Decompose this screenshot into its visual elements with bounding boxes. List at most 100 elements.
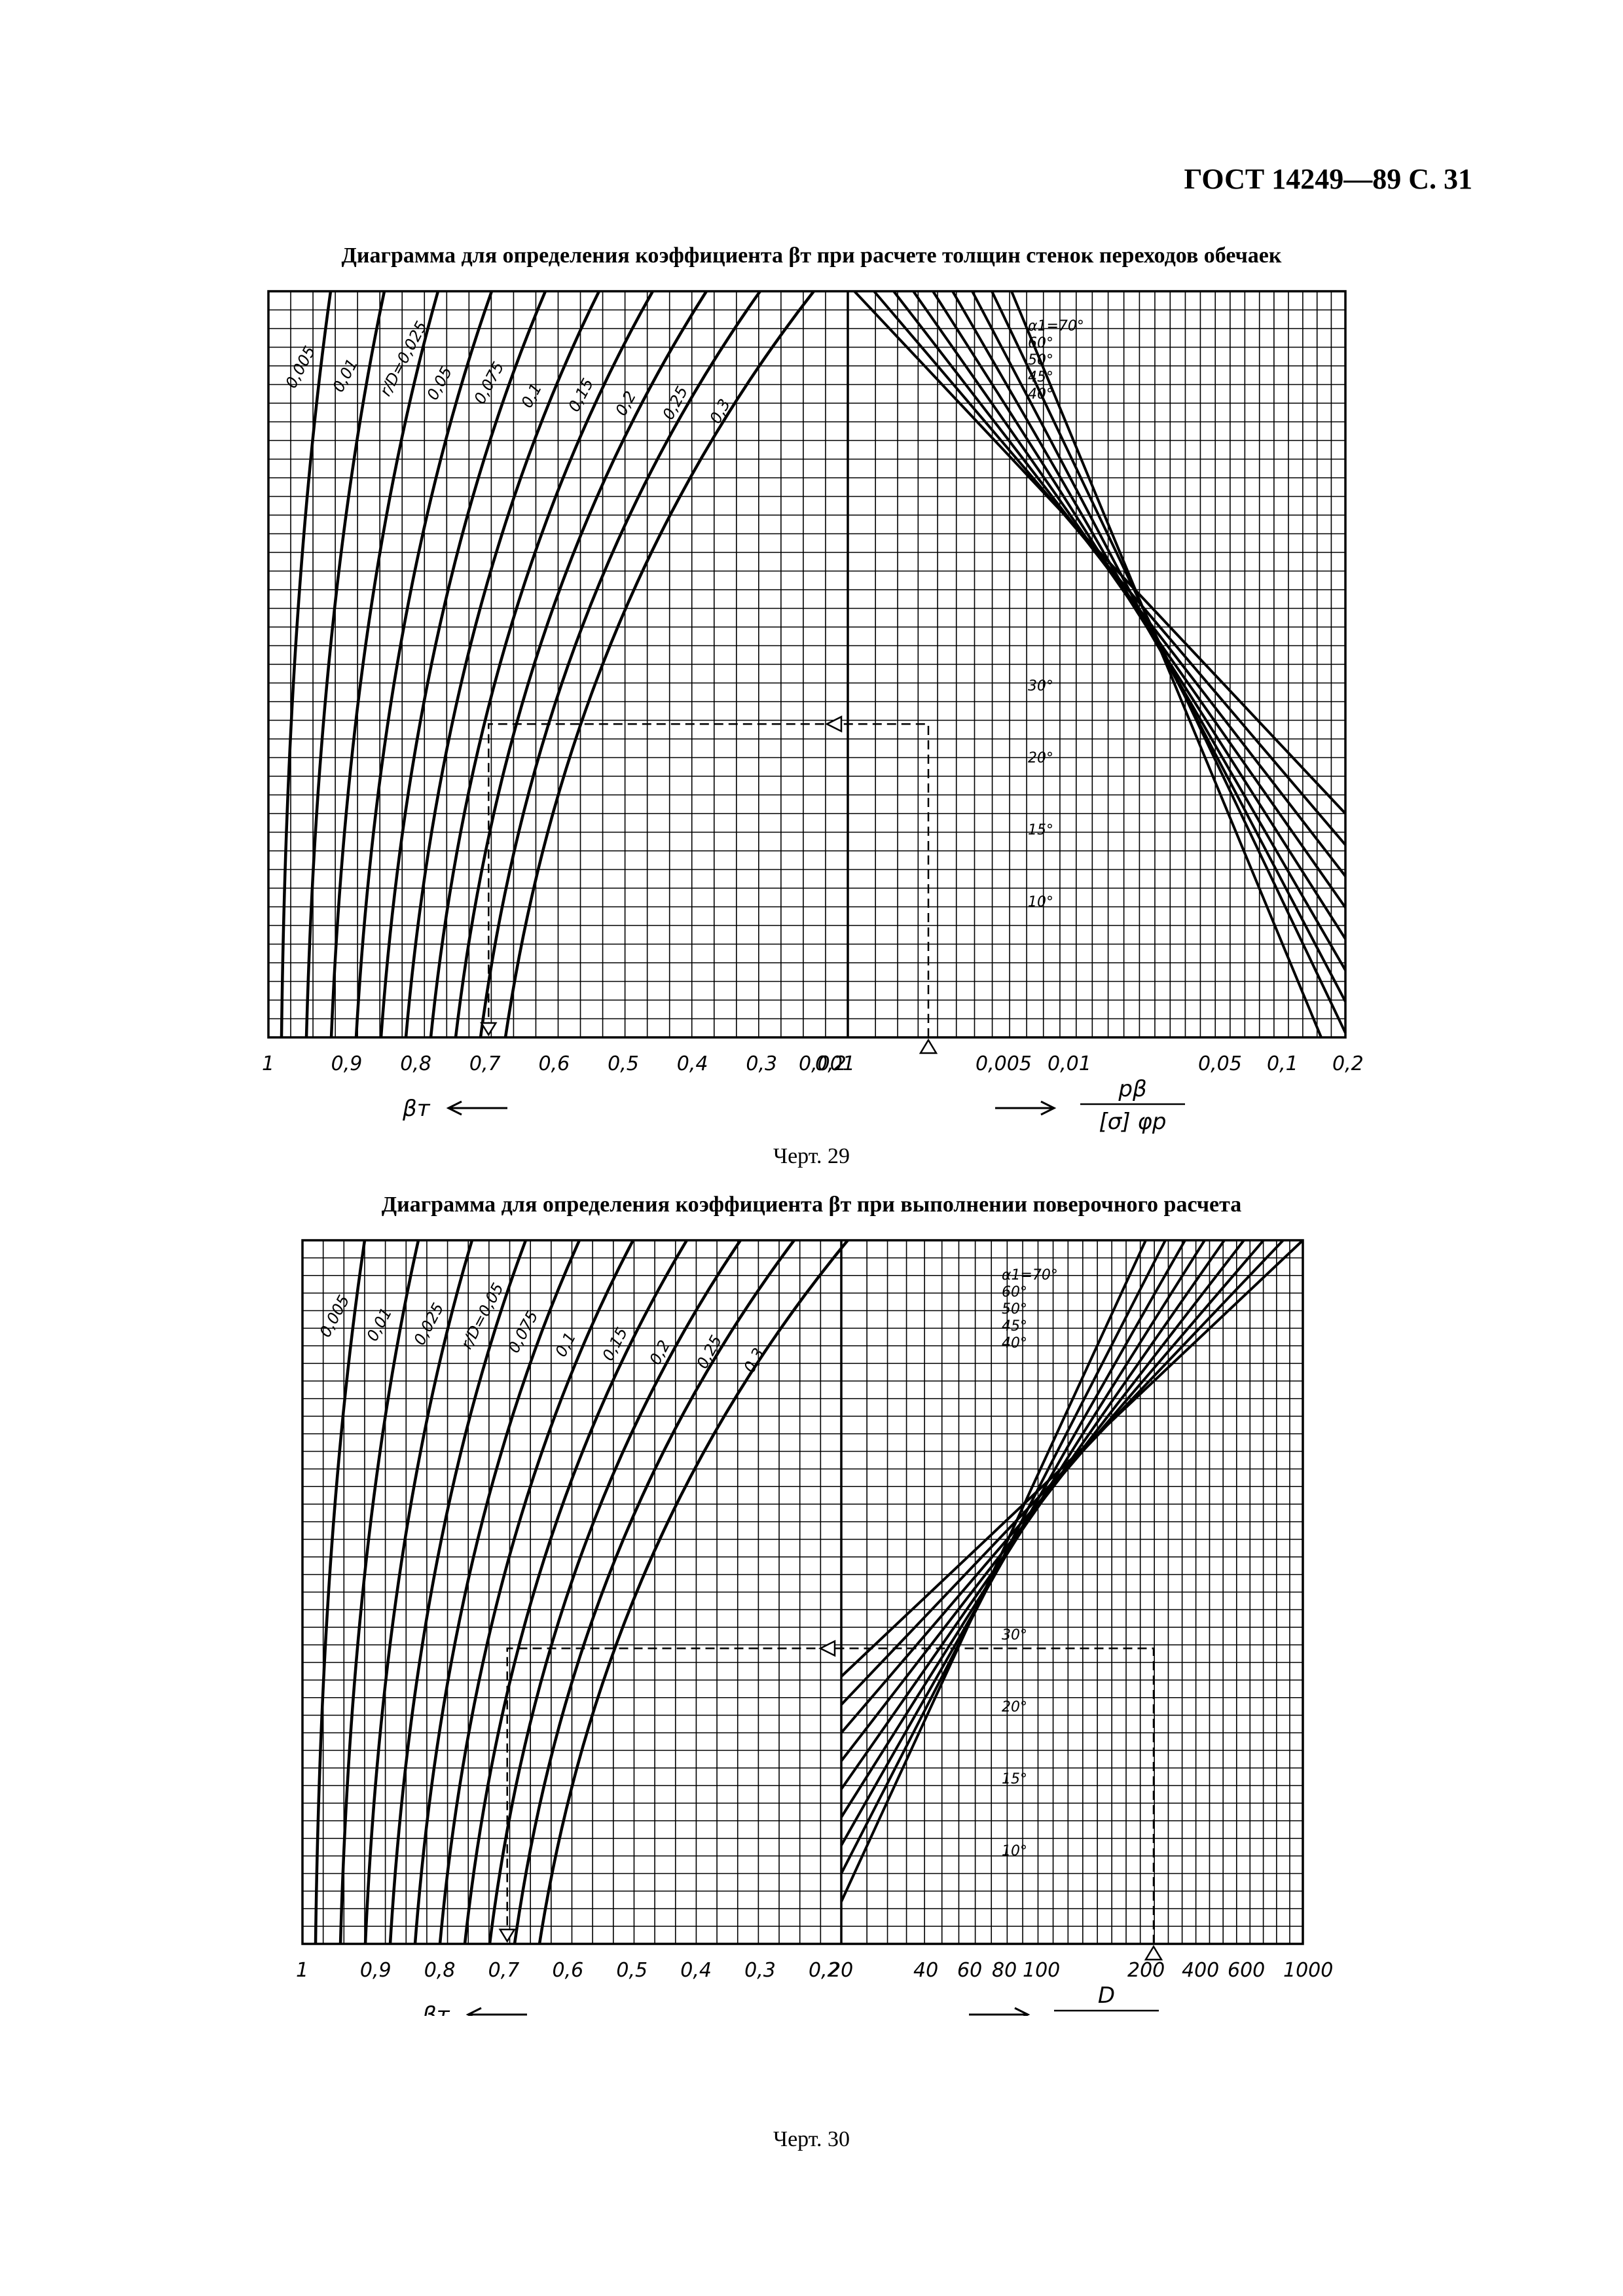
plot-frame [301, 1239, 1304, 1945]
left-tick-2: 0,8 [400, 1052, 431, 1075]
left-tick-4: 0,6 [539, 1052, 570, 1075]
page-header: ГОСТ 14249—89 С. 31 [1184, 163, 1472, 195]
angle-label-6: 20° [1002, 1699, 1027, 1715]
left-tick-0: 1 [296, 1959, 308, 1982]
left-tick-0: 1 [262, 1052, 274, 1075]
angle-line-6 [840, 1240, 1186, 1846]
angle-label-0: α1=70° [1028, 318, 1084, 334]
curve-label-3: 0,05 [424, 363, 456, 403]
left-tick-6: 0,4 [680, 1959, 712, 1982]
right-tick-3: 0,05 [1198, 1052, 1242, 1075]
left-tick-4: 0,6 [553, 1959, 584, 1982]
angle-label-5: 30° [1028, 678, 1053, 694]
left-tick-3: 0,7 [488, 1959, 520, 1982]
chart-1-caption: Черт. 29 [773, 1144, 850, 1168]
curve-rd-3 [388, 1240, 528, 1945]
chart-2-caption: Черт. 30 [773, 2127, 850, 2151]
chart-1-title: Диаграмма для определения коэффициента β… [341, 243, 1282, 268]
curve-rd-5 [404, 291, 601, 1038]
curve-rd-0 [314, 1240, 367, 1945]
right-axis-numerator: D [1098, 1982, 1115, 2009]
right-tick-2: 60 [957, 1959, 982, 1982]
left-tick-7: 0,3 [744, 1959, 776, 1982]
left-tick-1: 0,9 [360, 1959, 392, 1982]
right-tick-5: 200 [1127, 1959, 1165, 1982]
left-tick-8: 0,2 [815, 1052, 847, 1075]
left-axis-label: βт [402, 1096, 431, 1122]
left-tick-1: 0,9 [331, 1052, 363, 1075]
right-axis-arrow [995, 1100, 1057, 1116]
chart-2-title: Диаграмма для определения коэффициента β… [381, 1193, 1242, 1217]
arrow-up-marker [919, 1038, 938, 1054]
curve-label-2: 0,025 [410, 1300, 448, 1348]
angle-label-3: 45° [1002, 1318, 1027, 1335]
arrow-down-marker [480, 1022, 498, 1037]
curve-label-6: 0,15 [599, 1324, 632, 1363]
example-path [506, 1647, 1155, 1944]
curve-rd-4 [379, 291, 547, 1038]
curve-rd-9 [503, 290, 815, 1038]
curve-rd-8 [479, 290, 761, 1038]
angle-line-5 [840, 1239, 1206, 1818]
curve-rd-1 [338, 1240, 420, 1945]
right-tick-0: 20 [828, 1959, 853, 1982]
curve-label-1: 0,01 [329, 355, 362, 395]
angle-label-7: 15° [1028, 822, 1053, 838]
angle-label-0: α1=70° [1002, 1267, 1058, 1283]
angle-label-2: 50° [1002, 1301, 1027, 1318]
arrow-left-marker [818, 1640, 836, 1657]
curve-rd-2 [363, 1240, 474, 1945]
right-axis-denominator: sт - c [1077, 2015, 1136, 2016]
angle-label-8: 10° [1002, 1843, 1027, 1859]
right-axis-numerator: pβ [1118, 1076, 1146, 1102]
angle-line-7 [840, 1240, 1167, 1874]
left-tick-5: 0,5 [616, 1959, 647, 1982]
right-tick-5: 0,2 [1332, 1052, 1364, 1075]
plot-frame [267, 290, 1347, 1039]
example-path [488, 723, 930, 1037]
left-tick-8: 0,2 [809, 1959, 840, 1982]
angle-line-8 [840, 1240, 1147, 1903]
curve-rd-8 [513, 1239, 795, 1945]
arrow-left-marker [825, 715, 843, 733]
left-axis-arrow [465, 2007, 527, 2016]
left-tick-5: 0,5 [608, 1052, 639, 1075]
left-tick-2: 0,8 [424, 1959, 456, 1982]
curve-rd-2 [329, 291, 440, 1038]
curve-label-5: 0,1 [552, 1329, 580, 1360]
right-tick-3: 80 [992, 1959, 1017, 1982]
curve-rd-4 [413, 1240, 581, 1945]
angle-line-5 [951, 290, 1347, 971]
right-tick-1: 0,005 [976, 1052, 1032, 1075]
left-tick-3: 0,7 [469, 1052, 501, 1075]
chart-2: 0,005 0,01 0,025 r/D=0,050,075 0,1 0,15 0,2 0,2… [296, 1239, 1333, 2016]
left-axis-label: βт [422, 2002, 450, 2016]
curve-rd-0 [280, 291, 333, 1038]
arrow-up-marker [1144, 1945, 1163, 1961]
angle-label-6: 20° [1028, 750, 1053, 766]
angle-label-1: 60° [1002, 1284, 1027, 1300]
angle-label-7: 15° [1002, 1771, 1027, 1787]
curve-label-2: r/D=0,025 [376, 318, 431, 399]
right-tick-6: 400 [1182, 1959, 1219, 1982]
right-tick-7: 600 [1228, 1959, 1265, 1982]
right-tick-1: 40 [913, 1959, 938, 1982]
arrow-down-marker [498, 1928, 516, 1943]
right-tick-4: 100 [1023, 1959, 1060, 1982]
curve-rd-9 [538, 1239, 849, 1945]
left-axis-arrow [446, 1100, 507, 1116]
curve-label-0: 0,005 [316, 1292, 354, 1340]
right-tick-2: 0,01 [1048, 1052, 1091, 1075]
curve-rd-7 [488, 1239, 742, 1945]
angle-label-5: 30° [1002, 1627, 1027, 1643]
angle-line-8 [1010, 291, 1322, 1038]
angle-label-4: 40° [1002, 1335, 1027, 1352]
curve-rd-1 [304, 291, 386, 1038]
right-axis-arrow [969, 2007, 1030, 2016]
curve-rd-6 [429, 290, 654, 1038]
angle-label-8: 10° [1028, 894, 1053, 910]
left-tick-6: 0,4 [677, 1052, 708, 1075]
angle-line-7 [991, 291, 1347, 1034]
curve-label-8: 0,25 [693, 1332, 726, 1371]
